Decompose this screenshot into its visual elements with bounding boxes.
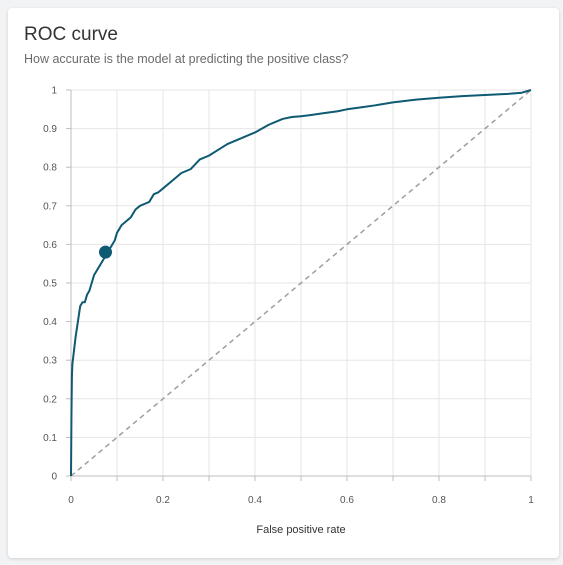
x-tick-label: 0.8 (432, 495, 446, 506)
operating-point-marker[interactable] (99, 245, 112, 259)
y-tick-label: 0.4 (43, 317, 57, 328)
x-tick-label: 0.2 (156, 495, 170, 506)
y-tick-label: 0.9 (43, 124, 57, 135)
x-tick-label: 0.6 (340, 495, 354, 506)
y-tick-label: 0.6 (43, 240, 57, 251)
reference-diagonal-line (70, 89, 532, 477)
data-layer (70, 89, 532, 477)
y-tick-label: 0.1 (43, 433, 57, 444)
y-tick-label: 0 (51, 472, 57, 483)
y-tick-label: 0.7 (43, 201, 57, 212)
roc-curve-line (70, 89, 532, 477)
y-tick-label: 0.3 (43, 356, 57, 367)
x-tick-label: 0.4 (248, 495, 262, 506)
y-tick-label: 0.2 (43, 394, 57, 405)
axes: 0 0.1 0.2 0.3 0.4 0.5 0.6 0.7 0.8 0.9 1 0 0.2 0.4 0.6 0… (43, 86, 534, 507)
chart-subtitle: How accurate is the model at predicting … (24, 52, 349, 66)
x-tick-label: 0 (68, 495, 74, 506)
chart-title: ROC curve (24, 24, 118, 45)
y-tick-label: 1 (51, 86, 57, 97)
y-tick-label: 0.8 (43, 163, 57, 174)
x-axis-title: False positive rate (256, 524, 345, 536)
x-tick-label: 1 (528, 495, 534, 506)
y-tick-label: 0.5 (43, 279, 57, 290)
